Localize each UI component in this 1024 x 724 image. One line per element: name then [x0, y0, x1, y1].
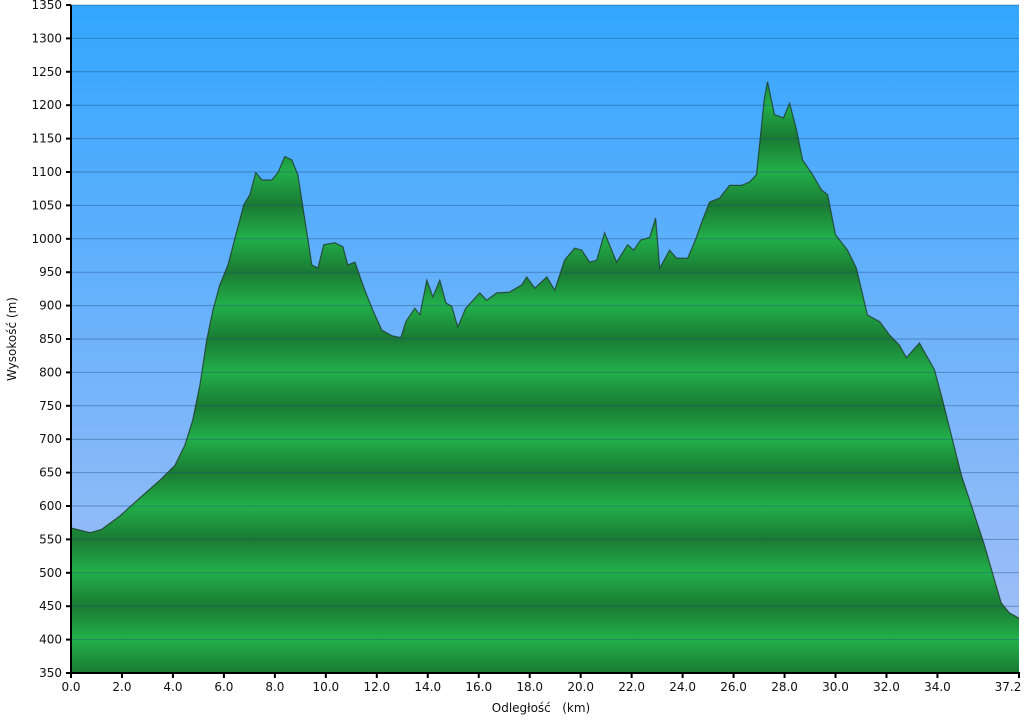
x-axis-ticks: 0.0 2.0 4.0 6.0 8.0 10.0 12.0 14.0 16.0 18.0 20.0 2…	[61, 673, 1021, 694]
y-tick-label: 500	[39, 566, 62, 580]
x-tick-label: 12.0	[363, 680, 390, 694]
y-tick-label: 400	[39, 633, 62, 647]
x-tick-label: 0.0	[61, 680, 80, 694]
y-axis-ticks: 350 400 450 500 550 600 650 700 750 800 850 900 950 1…	[31, 0, 71, 680]
x-tick-label: 32.0	[873, 680, 900, 694]
y-axis-label: Wysokość (m)	[5, 297, 19, 381]
y-tick-label: 600	[39, 499, 62, 513]
y-tick-label: 800	[39, 365, 62, 379]
y-tick-label: 550	[39, 532, 62, 546]
x-tick-label: 30.0	[822, 680, 849, 694]
x-tick-label: 37.2	[995, 680, 1022, 694]
y-tick-label: 1250	[31, 65, 62, 79]
elevation-outline	[70, 81, 1020, 619]
x-tick-label: 14.0	[414, 680, 441, 694]
y-tick-label: 1150	[31, 132, 62, 146]
y-tick-label: 950	[39, 265, 62, 279]
x-tick-label: 16.0	[465, 680, 492, 694]
y-tick-label: 1350	[31, 0, 62, 12]
y-tick-label: 650	[39, 466, 62, 480]
x-tick-label: 2.0	[112, 680, 131, 694]
x-tick-label: 24.0	[669, 680, 696, 694]
x-tick-label: 20.0	[567, 680, 594, 694]
x-tick-label: 6.0	[214, 680, 233, 694]
y-tick-label: 1050	[31, 198, 62, 212]
elevation-area	[71, 81, 1019, 674]
x-tick-label: 4.0	[163, 680, 182, 694]
y-tick-label: 450	[39, 599, 62, 613]
x-tick-label: 8.0	[265, 680, 284, 694]
y-tick-label: 700	[39, 432, 62, 446]
y-tick-label: 1200	[31, 98, 62, 112]
x-tick-label: 18.0	[516, 680, 543, 694]
y-tick-label: 900	[39, 299, 62, 313]
y-tick-label: 1000	[31, 232, 62, 246]
gridlines	[71, 4, 1019, 674]
x-tick-label: 34.0	[924, 680, 951, 694]
y-tick-label: 850	[39, 332, 62, 346]
x-tick-label: 10.0	[312, 680, 339, 694]
x-tick-label: 22.0	[618, 680, 645, 694]
x-tick-label: 28.0	[771, 680, 798, 694]
y-tick-label: 1300	[31, 31, 62, 45]
y-tick-label: 1100	[31, 165, 62, 179]
y-tick-label: 750	[39, 399, 62, 413]
x-tick-label: 26.0	[720, 680, 747, 694]
x-axis-label: Odległość (km)	[492, 701, 590, 715]
y-tick-label: 350	[39, 666, 62, 680]
